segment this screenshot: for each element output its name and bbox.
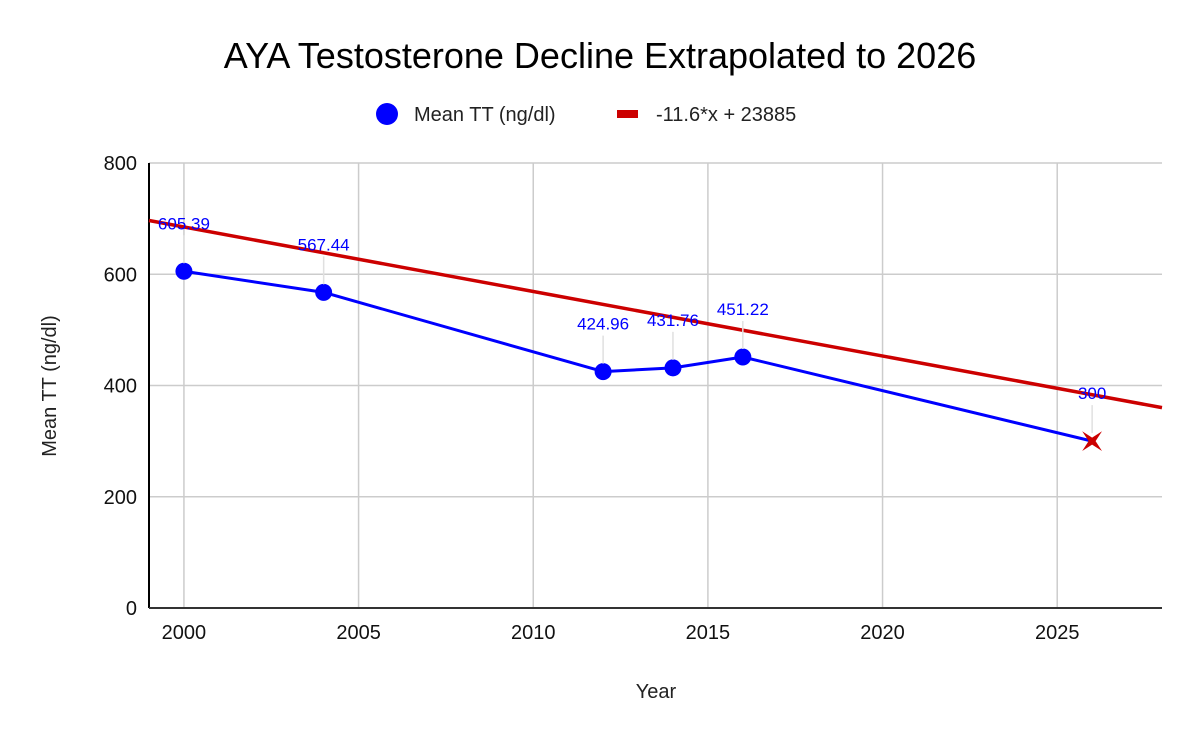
data-point	[315, 283, 333, 301]
data-point	[664, 359, 682, 377]
data-label: 567.44	[298, 235, 350, 254]
legend-label-trendline: -11.6*x + 23885	[656, 104, 796, 126]
mean-tt-line	[183, 269, 1093, 443]
axes	[148, 163, 1162, 609]
data-point	[734, 348, 752, 366]
series	[148, 218, 1163, 451]
data-label: 451.22	[717, 300, 769, 319]
legend[interactable]: Mean TT (ng/dl) -11.6*x + 23885	[376, 103, 796, 126]
legend-marker-trendline	[617, 110, 638, 118]
tick-labels: 0 200 400 600 800 2000 2005 2010 2015 2020 2025	[104, 153, 1080, 644]
data-label: 431.76	[647, 311, 699, 330]
y-tick-label: 200	[104, 487, 137, 509]
x-tick-label: 2020	[860, 622, 905, 644]
y-tick-label: 400	[104, 376, 137, 398]
legend-label-mean-tt: Mean TT (ng/dl)	[414, 104, 556, 126]
y-tick-label: 800	[104, 153, 137, 175]
chart-title: AYA Testosterone Decline Extrapolated to…	[224, 35, 976, 76]
x-tick-label: 2005	[336, 622, 381, 644]
data-point-star	[1082, 431, 1102, 451]
y-tick-label: 600	[104, 264, 137, 286]
x-axis-label: Year	[636, 681, 677, 703]
x-tick-label: 2000	[162, 622, 207, 644]
data-label: 605.39	[158, 214, 210, 233]
y-axis-label: Mean TT (ng/dl)	[39, 315, 61, 457]
x-tick-label: 2025	[1035, 622, 1080, 644]
x-tick-label: 2015	[686, 622, 731, 644]
x-tick-label: 2010	[511, 622, 556, 644]
legend-marker-mean-tt	[376, 103, 398, 125]
data-labels: 605.39 567.44 424.96 431.76 451.22 300	[158, 214, 1106, 434]
data-point	[175, 262, 193, 280]
gridlines	[149, 162, 1162, 608]
data-label: 300	[1078, 384, 1106, 403]
trendline	[148, 218, 1163, 410]
data-point	[594, 363, 612, 381]
data-label: 424.96	[577, 315, 629, 334]
y-tick-label: 0	[126, 598, 137, 620]
